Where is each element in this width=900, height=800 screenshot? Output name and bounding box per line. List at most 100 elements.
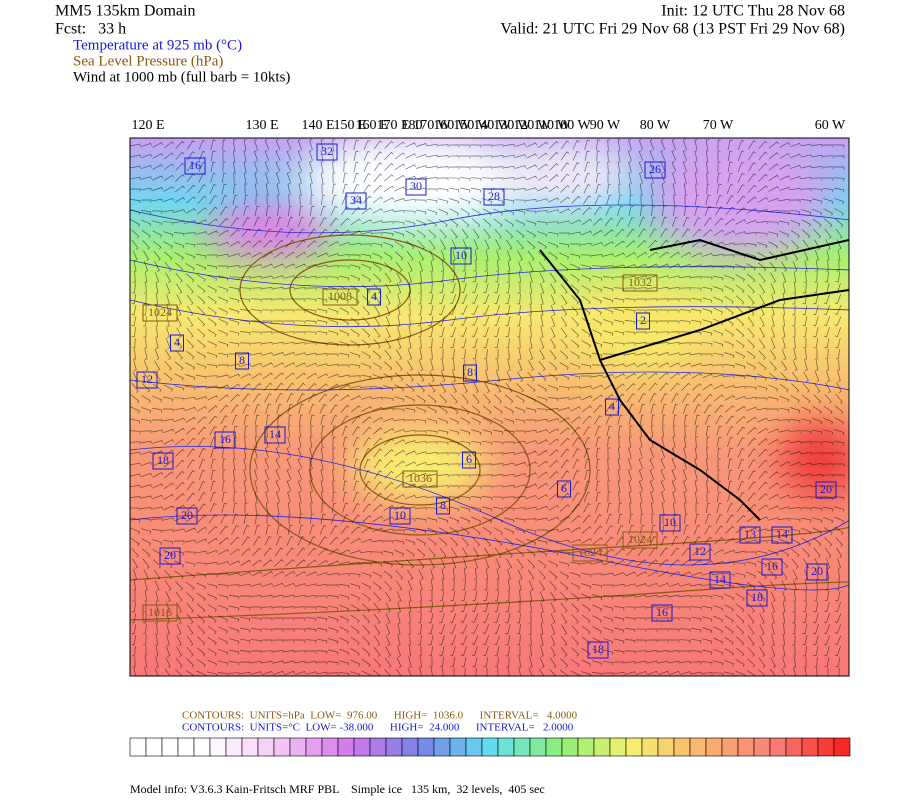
contour-label: 1036 bbox=[408, 471, 432, 485]
contour-label-box bbox=[483, 188, 505, 206]
contour-label: 8 bbox=[440, 498, 446, 512]
longitude-label: 150 W bbox=[453, 118, 491, 133]
contour-label-box bbox=[572, 544, 608, 562]
longitude-label: 140 E bbox=[301, 118, 334, 133]
contour-label: 10 bbox=[664, 515, 676, 529]
map-area bbox=[130, 138, 849, 676]
longitude-label: 160 W bbox=[433, 118, 471, 133]
contour-label: 6 bbox=[466, 452, 472, 466]
color-bar-cell bbox=[145, 737, 163, 757]
color-bar-cell bbox=[625, 737, 643, 757]
color-bar-cell bbox=[785, 737, 803, 757]
contour-label: 14 bbox=[714, 572, 726, 586]
contour-label-box bbox=[345, 192, 367, 210]
contour-label: 14 bbox=[776, 527, 788, 541]
legend-pressure: Sea Level Pressure (hPa) bbox=[73, 53, 223, 69]
longitude-label: 140 W bbox=[473, 118, 511, 133]
contour-label: 30 bbox=[410, 179, 422, 193]
contour-label-box bbox=[746, 589, 768, 607]
contour-label: 6 bbox=[561, 481, 567, 495]
color-bar bbox=[129, 737, 851, 757]
color-bar-cell bbox=[273, 737, 291, 757]
contour-label: 34 bbox=[350, 193, 362, 207]
contour-label-box bbox=[709, 571, 731, 589]
color-bar-cell bbox=[289, 737, 307, 757]
contour-label-box bbox=[463, 364, 477, 382]
contour-label: 2 bbox=[640, 313, 646, 327]
color-bar-cell bbox=[449, 737, 467, 757]
contour-label-box bbox=[557, 480, 571, 498]
contour-label: 1024 bbox=[628, 532, 652, 546]
contour-label: 18 bbox=[592, 642, 604, 656]
contour-label-box bbox=[659, 514, 681, 532]
contour-label-box bbox=[402, 470, 438, 488]
color-bar-cell bbox=[753, 737, 771, 757]
longitude-label: 150 E bbox=[333, 118, 366, 133]
color-bar-cell bbox=[465, 737, 483, 757]
contour-label-box bbox=[462, 451, 476, 469]
contour-label-box bbox=[214, 431, 236, 449]
contour-label: 13 bbox=[744, 527, 756, 541]
color-bar-cell bbox=[433, 737, 451, 757]
color-bar-cell bbox=[609, 737, 627, 757]
contour-label: 14 bbox=[269, 427, 281, 441]
contour-label: 4 bbox=[174, 335, 180, 349]
color-bar-cell bbox=[257, 737, 275, 757]
contour-label-box bbox=[367, 288, 381, 306]
contour-label: 26 bbox=[649, 162, 661, 176]
model-title: MM5 135km Domain bbox=[55, 3, 195, 20]
contour-label: 20 bbox=[820, 482, 832, 496]
contour-label: 16 bbox=[219, 432, 231, 446]
color-bar-cell bbox=[497, 737, 515, 757]
contour-label-box bbox=[405, 178, 427, 196]
contour-label-box bbox=[644, 161, 666, 179]
color-bar-cell bbox=[337, 737, 355, 757]
longitude-label: 170 E bbox=[376, 118, 409, 133]
contour-label-box bbox=[322, 288, 358, 306]
contour-label-box bbox=[436, 497, 450, 515]
model-info: Model info: V3.6.3 Kain-Fritsch MRF PBL … bbox=[130, 782, 545, 796]
contour-label-box bbox=[815, 481, 837, 499]
contour-label-box bbox=[450, 247, 472, 265]
init-time: Init: 12 UTC Thu 28 Nov 68 bbox=[661, 3, 845, 20]
coastline bbox=[539, 238, 849, 521]
contour-label: 8 bbox=[239, 353, 245, 367]
contour-label: 16 bbox=[766, 559, 778, 573]
color-bar-cell bbox=[401, 737, 419, 757]
map-frame bbox=[129, 137, 850, 677]
color-bar-cell bbox=[737, 737, 755, 757]
longitude-label: 80 W bbox=[640, 118, 671, 133]
wind-barbs bbox=[130, 139, 845, 676]
color-bar-cell bbox=[577, 737, 595, 757]
contour-label: 32 bbox=[321, 144, 333, 158]
contour-label: 1024 bbox=[148, 305, 172, 319]
forecast-hour: Fcst: 33 h bbox=[55, 21, 126, 38]
contour-label: 4 bbox=[371, 289, 377, 303]
color-bar-cell bbox=[593, 737, 611, 757]
color-bar-cell bbox=[225, 737, 243, 757]
legend-temperature: Temperature at 925 mb (°C) bbox=[73, 37, 242, 53]
contour-label-box bbox=[739, 526, 761, 544]
contour-label: 16 bbox=[656, 605, 668, 619]
color-bar-cell bbox=[305, 737, 323, 757]
legend-wind: Wind at 1000 mb (full barb = 10kts) bbox=[73, 69, 290, 85]
color-bar-cell bbox=[161, 737, 179, 757]
color-bar-cell bbox=[241, 737, 259, 757]
contour-label: 8 bbox=[467, 365, 473, 379]
contour-label: 10 bbox=[394, 508, 406, 522]
color-bar-cell bbox=[817, 737, 835, 757]
longitude-label: 130 W bbox=[493, 118, 531, 133]
contour-label: 1008 bbox=[328, 289, 352, 303]
contour-label-box bbox=[264, 426, 286, 444]
contour-label: 18 bbox=[751, 590, 763, 604]
color-bar-cell bbox=[385, 737, 403, 757]
longitude-label: 90 W bbox=[590, 118, 621, 133]
contour-label: 20 bbox=[811, 564, 823, 578]
contour-label-box bbox=[761, 558, 783, 576]
contour-label: 4 bbox=[609, 399, 615, 413]
contour-label-box bbox=[184, 157, 206, 175]
contour-label: 12 bbox=[694, 544, 706, 558]
contour-label-box bbox=[142, 304, 178, 322]
contour-label-box bbox=[176, 507, 198, 525]
